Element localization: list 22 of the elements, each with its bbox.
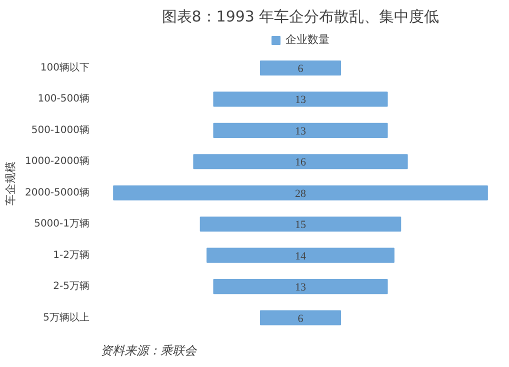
legend-label: 企业数量 [286,32,330,47]
text: 资料来源：乘联会 [100,344,198,358]
data-label: 15 [295,219,306,232]
category-label: 1-2万辆 [53,248,90,261]
data-label: 13 [295,282,306,294]
data-label: 6 [298,312,304,325]
category-label: 100辆以下 [40,61,90,74]
data-label: 13 [295,125,306,138]
category-label: 5万辆以上 [43,311,90,324]
category-label: 500-1000辆 [31,124,90,136]
text: 车企规模 [4,162,17,206]
category-label: 2000-5000辆 [24,186,90,198]
category-label: 100-500辆 [38,92,90,105]
data-label: 6 [298,62,304,75]
category-label: 1000-2000辆 [24,155,90,168]
category-label: 5000-1万辆 [34,218,90,230]
category-label: 2-5万辆 [53,280,90,292]
data-label: 13 [295,94,306,106]
text: 图表8：1993 年车企分布散乱、集中度低 [162,8,440,26]
data-label: 28 [295,188,306,200]
data-label: 14 [295,250,306,262]
data-label: 16 [295,156,306,169]
